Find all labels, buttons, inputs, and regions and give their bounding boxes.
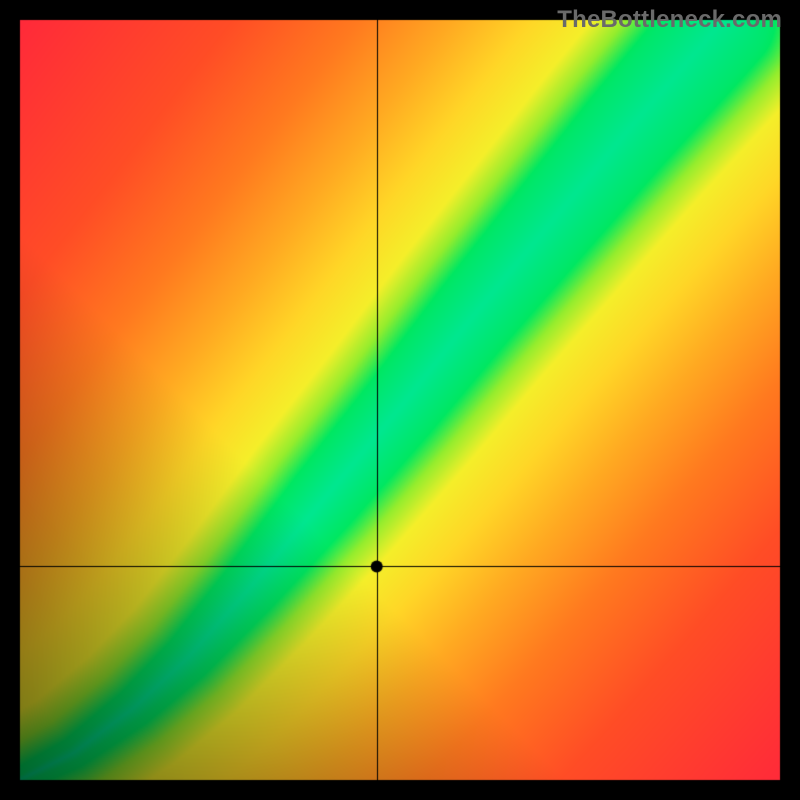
- watermark-text: TheBottleneck.com: [557, 6, 782, 34]
- chart-container: TheBottleneck.com: [0, 0, 800, 800]
- bottleneck-heatmap: [0, 0, 800, 800]
